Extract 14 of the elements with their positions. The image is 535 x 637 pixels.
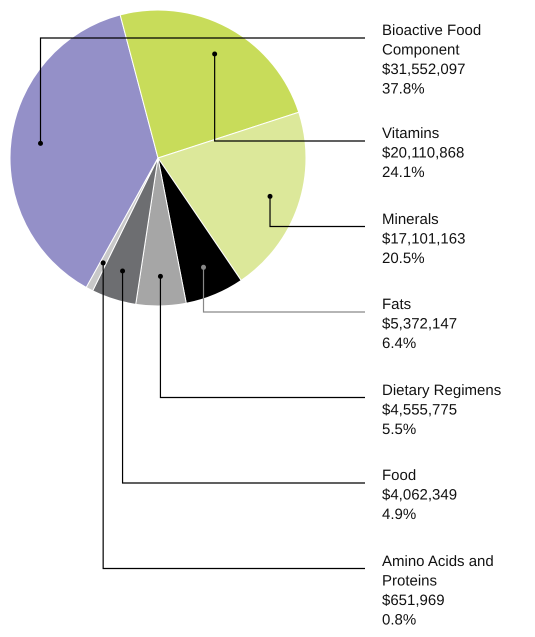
slice-label: Bioactive Food Component xyxy=(382,22,482,58)
data-label: $20,110,868 24.1% xyxy=(382,144,464,181)
data-label: $4,555,775 5.5% xyxy=(382,402,458,438)
slice-label: Fats xyxy=(382,296,412,313)
slice-label: Dietary Regimens xyxy=(382,382,502,399)
slice-label: Minerals xyxy=(382,211,439,228)
slice-label: Vitamins xyxy=(382,125,440,142)
data-label: $17,101,163 20.5% xyxy=(382,230,466,267)
data-label: $651,969 0.8% xyxy=(382,592,445,628)
slice-label: Food xyxy=(382,467,416,484)
data-label: $4,062,349 4.9% xyxy=(382,486,458,523)
data-label: $5,372,147 6.4% xyxy=(382,316,458,352)
slice-label: Amino Acids and Proteins xyxy=(382,553,494,590)
data-label: $31,552,097 37.8% xyxy=(382,61,466,98)
